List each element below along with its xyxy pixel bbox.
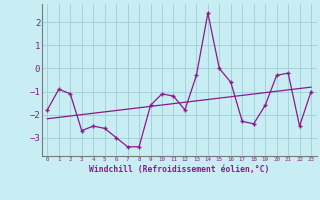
X-axis label: Windchill (Refroidissement éolien,°C): Windchill (Refroidissement éolien,°C) xyxy=(89,165,269,174)
